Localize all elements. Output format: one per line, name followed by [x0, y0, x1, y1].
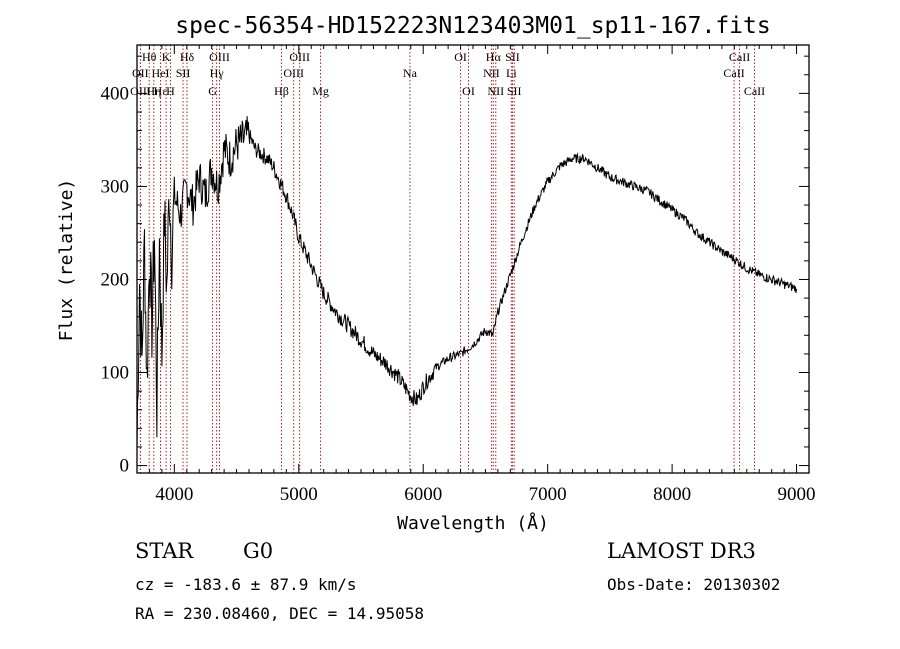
emission-line-label: CaII — [744, 84, 765, 98]
x-tick-label: 7000 — [529, 484, 567, 505]
emission-line-label: HeI — [152, 66, 170, 80]
emission-line-label: SII — [507, 84, 522, 98]
emission-line-label: Hγ — [210, 66, 225, 80]
y-axis: 0 100 200 300 400 — [101, 55, 809, 477]
spectrum-layer — [136, 116, 798, 448]
emission-line-label: K — [162, 50, 171, 64]
emission-line-label: NII — [487, 84, 504, 98]
emission-line-label: G — [208, 84, 217, 98]
emission-line-label: CaII — [729, 50, 750, 64]
y-tick-label: 400 — [101, 83, 130, 104]
plot-frame — [136, 44, 810, 474]
object-class: STAR — [135, 539, 194, 563]
emission-line-label: Hδ — [180, 50, 195, 64]
emission-line-label: Hα — [486, 50, 502, 64]
emission-line-label: OIII — [209, 50, 230, 64]
x-axis-label: Wavelength (Å) — [397, 512, 549, 534]
emission-line-label: CaII — [723, 66, 744, 80]
emission-line-label: OIII — [130, 84, 151, 98]
emission-line-label: H — [166, 84, 175, 98]
object-subclass: G0 — [243, 539, 274, 563]
emission-line-label: Na — [403, 66, 418, 80]
y-tick-label: 0 — [120, 456, 130, 477]
emission-line-label: OI — [462, 84, 475, 98]
emission-line-label: Mg — [312, 84, 329, 98]
x-tick-label: 8000 — [653, 484, 691, 505]
emission-line-label: OI — [454, 50, 467, 64]
y-axis-label: Flux (relative) — [56, 179, 77, 342]
x-tick-label: 4000 — [155, 484, 193, 505]
y-tick-label: 200 — [101, 269, 130, 290]
emission-line-label: OIII — [283, 66, 304, 80]
x-tick-label: 9000 — [778, 484, 816, 505]
y-tick-label: 100 — [101, 363, 130, 384]
emission-line-label: OIII — [289, 50, 310, 64]
obs-date: Obs-Date: 20130302 — [607, 575, 781, 594]
emission-line-label: NII — [483, 66, 500, 80]
spectrum-series-line — [136, 116, 798, 448]
emission-line-label: Hβ — [274, 84, 289, 98]
y-tick-label: 300 — [101, 176, 130, 197]
x-tick-label: 5000 — [280, 484, 318, 505]
emission-line-label: Li — [506, 66, 517, 80]
x-tick-label: 6000 — [404, 484, 442, 505]
redshift-readout: cz = -183.6 ± 87.9 km/s — [135, 575, 357, 594]
emission-line-label: SII — [176, 66, 191, 80]
survey-label: LAMOST DR3 — [607, 539, 756, 563]
emission-line-label: SII — [505, 50, 520, 64]
chart-title: spec-56354-HD152223N123403M01_sp11-167.f… — [175, 13, 770, 39]
x-axis: 4000 5000 6000 7000 8000 9000 — [136, 45, 816, 505]
coordinates: RA = 230.08460, DEC = 14.95058 — [135, 604, 424, 623]
emission-line-label: Hθ — [142, 50, 157, 64]
emission-line-label: Hη — [146, 84, 161, 98]
